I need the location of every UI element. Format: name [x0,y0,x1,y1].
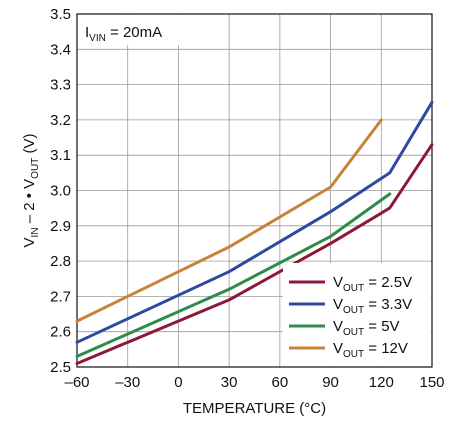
x-tick-label: 30 [221,374,238,391]
legend-label-1: VOUT = 3.3V [333,296,412,316]
y-title-tail: (V) [21,134,38,158]
y-tick-labels: 2.5 2.6 2.7 2.8 2.9 3.0 3.1 3.2 3.3 3.4 3.5 [50,6,71,376]
y-tick-label: 3.1 [50,147,71,164]
series-line-1 [75,100,434,344]
y-title-mid: – 2 • V [21,179,38,228]
plot-frame [76,13,433,368]
y-tick-label: 3.2 [50,112,71,129]
legend-label-2: VOUT = 5V [333,318,400,338]
y-tick-label: 2.9 [50,218,71,235]
x-tick-label: 0 [174,374,182,391]
y-tick-label: 3.3 [50,77,71,94]
legend-label-0: VOUT = 2.5V [333,274,412,294]
x-tick-label: 90 [322,374,339,391]
y-tick-label: 2.5 [50,359,71,376]
y-tick-label: 3.0 [50,183,71,200]
legend-label-3: VOUT = 12V [333,340,408,360]
x-tick-labels: –60 –30 0 30 60 90 120 150 [64,374,444,391]
y-title-main: V [21,237,38,247]
x-tick-label: –60 [64,374,89,391]
x-tick-label: 120 [369,374,394,391]
y-tick-label: 2.6 [50,324,71,341]
series-line-3 [75,118,383,323]
x-tick-label: –30 [115,374,140,391]
y-title-sub2: OUT [30,158,41,179]
series-line-0 [75,143,434,365]
annotation-background [78,15,191,45]
annotation-tail: = 20mA [106,24,162,41]
x-axis-title: TEMPERATURE (°C) [183,400,326,417]
annotation-main: I [85,24,89,41]
current-annotation: IVIN = 20mA [85,24,162,44]
x-tick-label: 150 [419,374,444,391]
y-tick-label: 2.8 [50,253,71,270]
y-axis-title: VIN – 2 • VOUT (V) [21,134,41,248]
x-tick-label: 60 [272,374,289,391]
y-title-sub1: IN [30,227,41,237]
series-lines [75,100,434,365]
series-line-2 [75,192,392,358]
y-tick-label: 3.4 [50,41,71,58]
y-tick-label: 2.7 [50,288,71,305]
grid [77,14,432,367]
annotation-sub: VIN [89,33,106,44]
y-tick-label: 3.5 [50,6,71,23]
